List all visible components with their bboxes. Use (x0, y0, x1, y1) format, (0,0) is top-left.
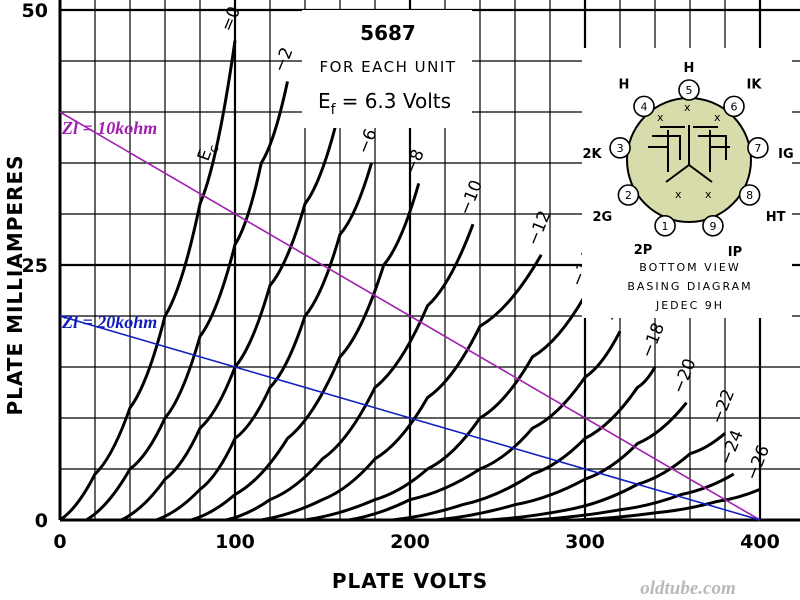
tube-type-title: 5687 (360, 21, 416, 45)
pin-number: 4 (641, 100, 648, 113)
socket-pin-icon (702, 214, 724, 237)
x-tick-label: 0 (53, 531, 66, 553)
curve-label: −18 (637, 320, 669, 361)
socket-pin-icon (617, 184, 640, 206)
plate-curve (85, 81, 289, 522)
load-lines (59, 111, 761, 521)
pin-number: 2 (625, 189, 632, 202)
plate-curve (59, 40, 237, 522)
socket-pin-icon (609, 137, 631, 159)
heater-voltage-text: Ef = 6.3 Volts (318, 89, 451, 118)
basing-caption-3: JEDEC 9H (655, 299, 724, 312)
curve-label: −10 (455, 177, 487, 218)
plate-curve (348, 330, 622, 522)
curve-label: −20 (669, 356, 701, 397)
curve-label: −22 (707, 386, 739, 427)
heater-value: = 6.3 Volts (342, 89, 451, 113)
pin-number: 6 (730, 100, 737, 113)
y-axis-title: PLATE MILLIAMPERES (3, 154, 27, 415)
heater-symbol: E (318, 89, 331, 113)
curve-label: −2 (270, 45, 298, 76)
pin-label: IG (778, 147, 794, 162)
x-tick-label: 200 (390, 531, 430, 553)
plate-curve (392, 366, 657, 522)
load-line-label-20k: Zl = 20kohm (61, 312, 157, 332)
plate-curve (576, 488, 761, 522)
pin-label: HT (766, 210, 786, 225)
y-tick-label: 0 (35, 510, 48, 532)
plate-curve (261, 254, 543, 522)
socket-pin-icon (738, 184, 761, 206)
x-tick-label: 100 (215, 531, 255, 553)
plate-curve (155, 162, 373, 522)
y-tick-label: 50 (22, 0, 48, 22)
plate-curve (190, 182, 421, 522)
plate-curve (304, 294, 587, 522)
load-line (59, 315, 761, 521)
x-tick-label: 300 (565, 531, 605, 553)
plate-curve (436, 401, 688, 522)
tube-x-mark-icon: x (657, 111, 664, 124)
plate-curve (225, 223, 475, 522)
socket-pin-icon (747, 137, 769, 159)
pin-number: 8 (746, 189, 753, 202)
pin-label: H (619, 77, 630, 92)
pin-number: 7 (754, 142, 761, 155)
y-tick-label: 25 (22, 255, 48, 277)
load-line-label-10k: Zl = 10kohm (61, 118, 157, 138)
curve-label: =0 (217, 4, 245, 35)
pin-label: 2G (593, 210, 613, 225)
curve-label: −8 (401, 147, 429, 178)
curve-label: −24 (716, 427, 748, 468)
basing-caption-2: BASING DIAGRAM (627, 280, 752, 293)
socket-pin-icon (633, 95, 655, 118)
title-subtitle: FOR EACH UNIT (320, 58, 457, 76)
pin-number: 9 (709, 220, 716, 233)
tube-x-mark-icon: x (714, 111, 721, 124)
pin-number: 1 (662, 220, 669, 233)
pin-label: H (684, 61, 695, 76)
curve-label: −26 (742, 443, 774, 484)
pin-label: 2K (583, 147, 603, 162)
basing-caption-1: BOTTOM VIEW (639, 261, 741, 274)
x-tick-label: 400 (740, 531, 780, 553)
electrode-schematic-icon (648, 125, 730, 183)
tube-x-mark-icon: x (705, 188, 712, 201)
socket-pin-icon (654, 214, 676, 237)
socket-pin-icon (678, 79, 700, 101)
watermark: oldtube.com (640, 578, 736, 599)
title-box: 5687 FOR EACH UNIT Ef = 6.3 Volts (302, 10, 472, 128)
tube-x-mark-icon: x (675, 188, 682, 201)
curve-family-symbol: Ec (194, 140, 223, 165)
pin-number: 5 (686, 84, 693, 97)
pin-label: IK (747, 77, 763, 92)
pin-label: IP (728, 245, 742, 260)
pin-label: 2P (634, 243, 653, 258)
pin-number: 3 (617, 142, 624, 155)
socket-pin-icon (723, 95, 745, 118)
plate-curve (532, 472, 735, 522)
curve-label: −6 (354, 126, 382, 157)
curve-family-c: c (206, 143, 223, 155)
heater-subscript: f (331, 102, 337, 118)
x-axis-title: PLATE VOLTS (332, 569, 488, 593)
load-line (59, 111, 761, 521)
tube-x-mark-icon: x (684, 101, 691, 114)
plate-curve (120, 121, 338, 522)
